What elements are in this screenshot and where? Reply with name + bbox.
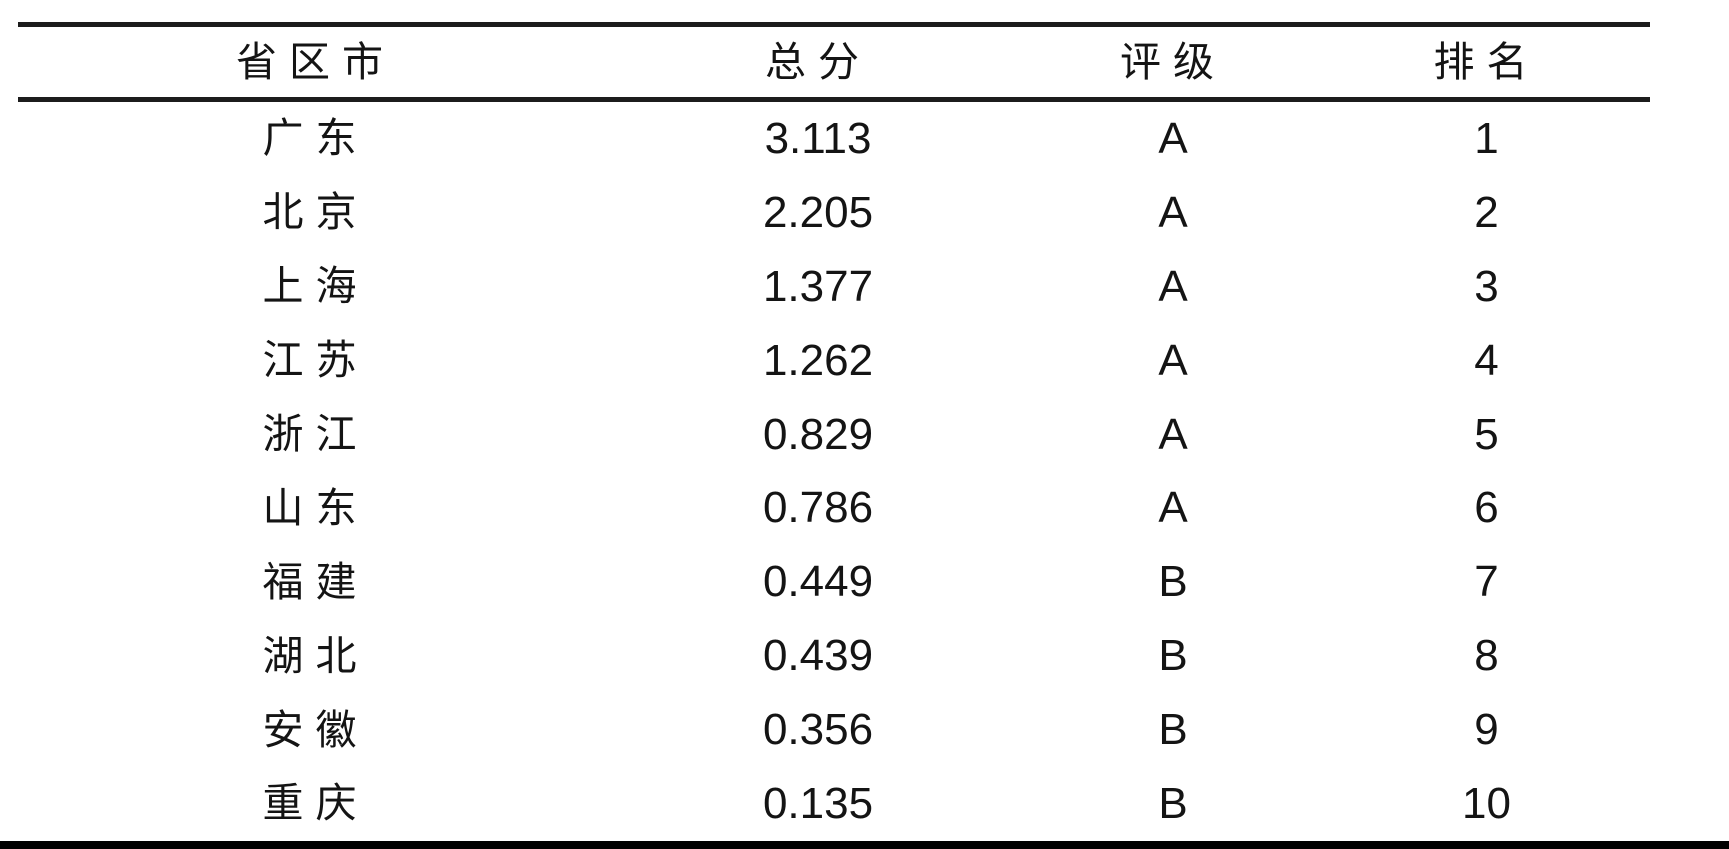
cell-province: 湖北 — [262, 632, 369, 679]
cell-score: 0.829 — [762, 409, 874, 459]
cell-rank: 5 — [1474, 409, 1499, 459]
cell-score: 1.262 — [762, 335, 874, 385]
column-header-province: 省区市 — [236, 38, 395, 85]
cell-province: 北京 — [262, 189, 369, 236]
cell-score: 0.135 — [762, 778, 874, 828]
cell-rank: 10 — [1462, 778, 1511, 828]
cell-rating: B — [1158, 705, 1188, 755]
table-row: 浙江 0.829 A 5 — [18, 398, 1650, 472]
cell-score: 0.439 — [762, 631, 874, 681]
cell-province: 安徽 — [262, 706, 369, 753]
cell-rating: A — [1158, 113, 1188, 163]
cell-province: 山东 — [262, 484, 369, 531]
cell-rating: A — [1158, 187, 1188, 237]
cell-score: 3.113 — [764, 113, 872, 163]
table-row: 湖北 0.439 B 8 — [18, 619, 1650, 693]
cell-rank: 6 — [1474, 483, 1499, 533]
column-header-rating: 评级 — [1120, 38, 1226, 85]
table-row: 山东 0.786 A 6 — [18, 471, 1650, 545]
cell-score: 0.786 — [762, 483, 874, 533]
cell-rating: B — [1158, 778, 1188, 828]
table-row: 重庆 0.135 B 10 — [18, 767, 1650, 841]
cell-rating: A — [1158, 409, 1188, 459]
table-row: 福建 0.449 B 7 — [18, 545, 1650, 619]
column-header-rank: 排名 — [1433, 38, 1540, 85]
cell-rank: 8 — [1474, 631, 1499, 681]
table-row: 上海 1.377 A 3 — [18, 250, 1650, 324]
ranking-table: 省区市 总分 评级 排名 广东 3.113 A 1 北京 2.205 A 2 上… — [18, 22, 1650, 841]
cell-rank: 9 — [1474, 705, 1499, 755]
cell-rank: 3 — [1474, 261, 1499, 311]
cell-rank: 2 — [1474, 187, 1499, 237]
cell-rank: 7 — [1474, 557, 1499, 607]
cell-province: 重庆 — [262, 780, 369, 827]
column-header-score: 总分 — [765, 38, 871, 85]
cell-rating: A — [1158, 483, 1188, 533]
cell-rating: A — [1158, 335, 1188, 385]
cell-score: 0.449 — [762, 557, 874, 607]
table-row: 广东 3.113 A 1 — [18, 102, 1650, 176]
cell-rating: B — [1158, 631, 1188, 681]
bottom-edge-bar — [0, 841, 1729, 849]
cell-rank: 4 — [1474, 335, 1499, 385]
cell-province: 浙江 — [262, 411, 369, 457]
table-row: 安徽 0.356 B 9 — [18, 693, 1650, 767]
cell-rating: A — [1158, 261, 1188, 311]
cell-province: 广东 — [262, 115, 369, 162]
table-header-row: 省区市 总分 评级 排名 — [18, 22, 1650, 102]
cell-rating: B — [1158, 557, 1188, 607]
cell-score: 1.377 — [762, 261, 874, 311]
cell-province: 福建 — [262, 558, 369, 605]
cell-rank: 1 — [1474, 113, 1499, 163]
table-row: 江苏 1.262 A 4 — [18, 324, 1650, 398]
cell-province: 江苏 — [262, 337, 369, 384]
cell-province: 上海 — [262, 263, 369, 310]
cell-score: 2.205 — [762, 187, 874, 237]
table-row: 北京 2.205 A 2 — [18, 176, 1650, 250]
cell-score: 0.356 — [762, 705, 874, 755]
